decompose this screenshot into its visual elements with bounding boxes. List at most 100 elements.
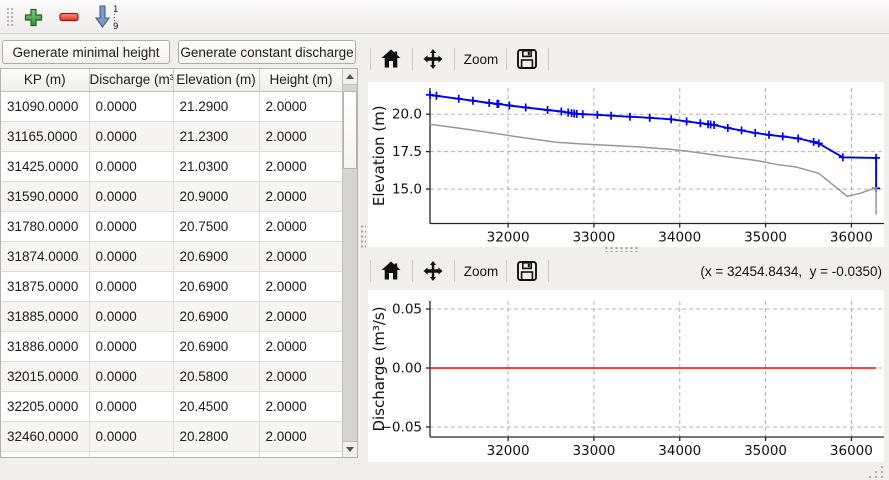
pan-button[interactable] [418,256,448,286]
svg-text:35000: 35000 [744,230,787,246]
table-row: 31165.0000 0.0000 21.2300 2.0000 [1,121,344,152]
table-cell[interactable]: 20.6900 [173,241,260,272]
elevation-chart-toolbar: Zoom [368,40,889,78]
table-cell[interactable]: 2.0000 [259,241,344,272]
table-cell[interactable]: 2.0000 [259,271,344,302]
table-cell[interactable]: 20.9000 [173,181,260,212]
table-row: 31886.0000 0.0000 20.6900 2.0000 [1,331,344,362]
table-cell[interactable]: 0.0000 [89,331,174,362]
window-resize-grip[interactable] [869,466,883,479]
table-cell[interactable]: 20.6900 [173,331,260,362]
sort-digit-one: 1 [113,5,118,15]
table-cell[interactable]: 2.0000 [259,151,344,182]
table-cell[interactable]: 2.0000 [259,181,344,212]
column-header[interactable]: Elevation (m) [173,69,260,92]
generate-constant-discharge-button[interactable]: Generate constant discharge [178,40,356,64]
column-header[interactable]: Discharge (m³/s) [89,69,174,92]
table-cell[interactable]: 2.0000 [259,331,344,362]
svg-text:34000: 34000 [658,230,701,246]
table-cell[interactable]: 31425.0000 [1,151,90,182]
table-row: 31874.0000 0.0000 20.6900 2.0000 [1,241,344,272]
generate-minimal-height-button[interactable]: Generate minimal height [2,40,170,64]
table-cell[interactable]: 32205.0000 [1,391,90,422]
table-cell[interactable]: 31590.0000 [1,181,90,212]
svg-text:Discharge (m³/s): Discharge (m³/s) [370,306,388,431]
table-row: 32460.0000 0.0000 20.2800 2.0000 [1,421,344,452]
sort-button[interactable]: 1 9 [90,3,122,31]
table-row: 31885.0000 0.0000 20.6900 2.0000 [1,301,344,332]
table-cell[interactable]: 31886.0000 [1,331,90,362]
table-cell[interactable]: 0.0000 [89,241,174,272]
table-cell[interactable]: 2.0000 [259,211,344,242]
table-cell[interactable]: 2.0000 [259,301,344,332]
table: KP (m)Discharge (m³/s)Elevation (m)Heigh… [1,69,344,457]
table-cell[interactable]: 32015.0000 [1,361,90,392]
save-icon [517,261,537,281]
table-cell[interactable]: 0.0000 [89,121,174,152]
table-cell[interactable]: 21.2300 [173,121,260,152]
table-cell[interactable]: 2.0000 [259,91,344,122]
table-cell[interactable]: 0.0000 [89,211,174,242]
table-cell[interactable]: 31165.0000 [1,121,90,152]
table-cell[interactable]: 31885.0000 [1,301,90,332]
save-figure-button[interactable] [512,44,542,74]
table-cell[interactable]: 20.6900 [173,301,260,332]
remove-row-button[interactable] [56,5,82,29]
table-cell[interactable]: 20.2800 [173,421,260,452]
zoom-button[interactable]: Zoom [463,263,499,279]
pan-button[interactable] [418,44,448,74]
table-cell[interactable]: 21.2900 [173,91,260,122]
save-figure-button[interactable] [512,256,542,286]
table-cell[interactable]: 32460.0000 [1,421,90,452]
table-cell[interactable]: 31090.0000 [1,91,90,122]
table-cell[interactable]: 0.0000 [89,301,174,332]
scrollbar-thumb[interactable] [343,91,357,169]
table-vertical-scrollbar[interactable] [342,69,357,457]
table-cell[interactable]: 0.0000 [89,91,174,122]
table-cell[interactable]: 2.0000 [259,361,344,392]
svg-text:34000: 34000 [658,443,701,459]
toolbar-drag-handle[interactable] [6,7,14,27]
save-icon [517,49,537,69]
table-cell[interactable]: 2.0000 [259,391,344,422]
table-cell[interactable]: 20.5800 [173,361,260,392]
table-cell[interactable]: 0.0000 [89,181,174,212]
panel-splitter-handle[interactable] [360,224,366,250]
table-cell[interactable]: 31780.0000 [1,211,90,242]
table-cell[interactable]: 0.0000 [89,391,174,422]
home-button[interactable] [376,256,406,286]
zoom-button[interactable]: Zoom [463,51,499,67]
discharge-chart-toolbar: Zoom (x = 32454.8434, y = -0.0350) [368,252,889,290]
sort-digit-nine: 9 [113,22,118,30]
home-icon [381,261,401,280]
table-cell[interactable]: 20.6900 [173,271,260,302]
column-header[interactable]: KP (m) [1,69,90,92]
table-row: 32015.0000 0.0000 20.5800 2.0000 [1,361,344,392]
table-cell[interactable]: 2.0000 [259,121,344,152]
table-cell[interactable]: 31874.0000 [1,241,90,272]
scroll-up-button[interactable] [343,69,357,85]
svg-text:33000: 33000 [572,443,615,459]
home-button[interactable] [376,44,406,74]
svg-text:36000: 36000 [830,443,873,459]
table-cell[interactable]: 0.0000 [89,421,174,452]
table-cell[interactable]: 0.0000 [89,151,174,182]
table-cell[interactable]: 31875.0000 [1,271,90,302]
svg-text:20.0: 20.0 [392,107,422,123]
chart-splitter-handle[interactable] [604,246,640,252]
table-cell[interactable]: 21.0300 [173,151,260,182]
add-row-button[interactable] [20,5,46,29]
table-cell[interactable]: 0.0000 [89,361,174,392]
table-cell[interactable]: 20.4500 [173,391,260,422]
table-row: 31875.0000 0.0000 20.6900 2.0000 [1,271,344,302]
discharge-chart-canvas[interactable]: 32000 33000 34000 35000 36000 0.05 0.00 −0.05 Di… [368,290,884,462]
scroll-down-button[interactable] [343,441,357,457]
table-cell[interactable]: 0.0000 [89,271,174,302]
table-cell[interactable]: 20.7500 [173,211,260,242]
table-cell[interactable]: 2.0000 [259,421,344,452]
elevation-chart-canvas[interactable]: 32000 33000 34000 35000 36000 15.0 17.5 20.0 Ele… [368,82,884,247]
column-header[interactable]: Height (m) [259,69,344,92]
svg-text:Elevation (m): Elevation (m) [370,105,388,206]
svg-text:17.5: 17.5 [392,144,422,160]
